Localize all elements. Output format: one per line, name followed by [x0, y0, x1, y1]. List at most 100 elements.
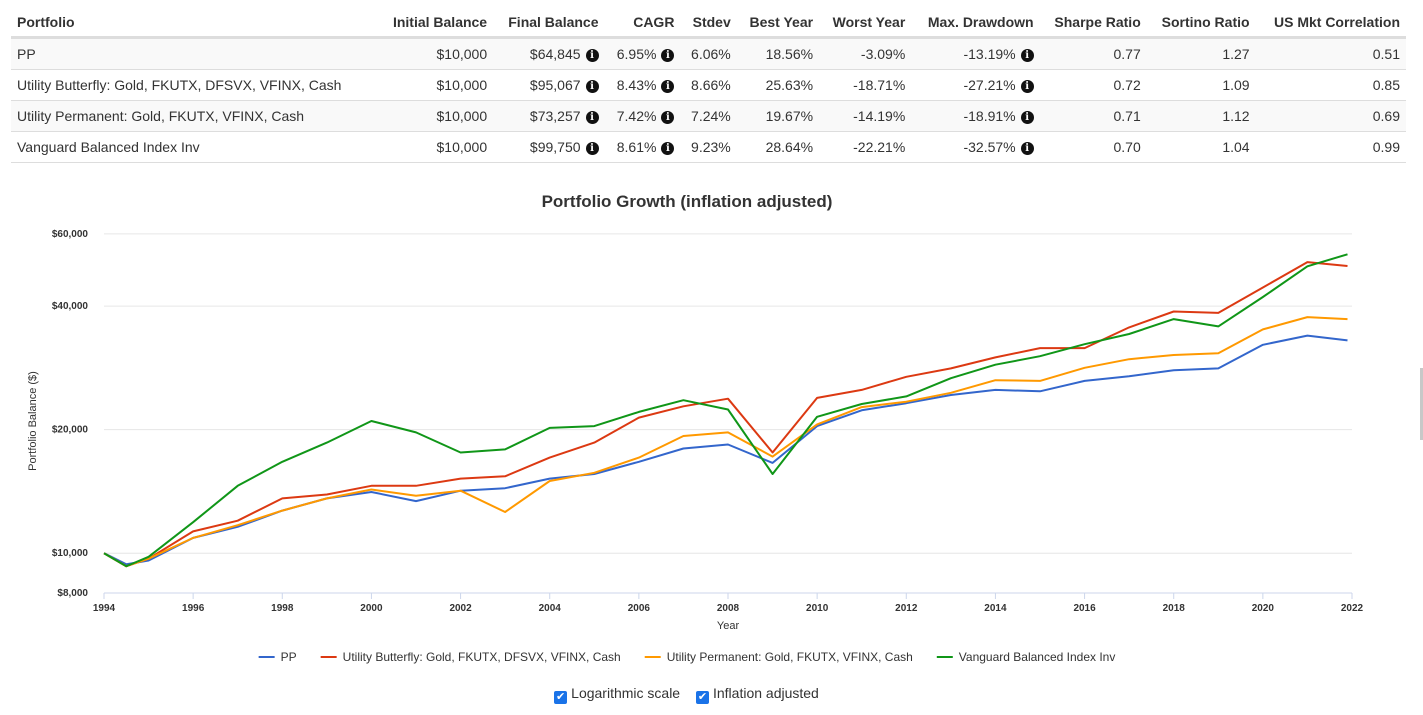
- cell-portfolio: Utility Butterfly: Gold, FKUTX, DFSVX, V…: [11, 69, 378, 101]
- info-icon[interactable]: i: [1020, 111, 1034, 124]
- x-tick-label: 2000: [360, 603, 383, 614]
- cell-final-balance: $64,845 i: [493, 37, 605, 70]
- cell-best-year: 19.67%: [736, 100, 820, 132]
- portfolio-stats-table: Portfolio Initial Balance Final Balance …: [11, 7, 1406, 163]
- x-tick-label: 1998: [271, 603, 294, 614]
- table-row: Vanguard Balanced Index Inv $10,000 $99,…: [11, 131, 1406, 163]
- info-icon[interactable]: i: [1020, 142, 1034, 155]
- info-icon[interactable]: i: [1020, 49, 1034, 62]
- cell-portfolio: Vanguard Balanced Index Inv: [11, 131, 378, 163]
- cell-stdev: 7.24%: [680, 100, 737, 132]
- x-tick-label: 2002: [449, 603, 472, 614]
- y-axis-label: Portfolio Balance ($): [27, 371, 39, 471]
- cell-sortino-ratio: 1.09: [1146, 69, 1256, 101]
- chart-options: ✔ Logarithmic scale ✔ Inflation adjusted: [0, 685, 1373, 704]
- cell-cagr: 6.95% i: [604, 37, 681, 70]
- info-icon[interactable]: i: [661, 80, 675, 93]
- cell-final-balance: $95,067 i: [493, 69, 605, 101]
- grid-lines: [104, 233, 1352, 594]
- cell-stdev: 8.66%: [680, 69, 737, 101]
- cell-worst-year: -22.21%: [819, 131, 912, 163]
- series-lines: [103, 253, 1348, 568]
- cell-sortino-ratio: 1.12: [1146, 100, 1256, 132]
- cell-max-drawdown: -27.21% i: [911, 69, 1040, 101]
- cell-worst-year: -18.71%: [819, 69, 912, 101]
- drawdown-value: -13.19%: [963, 46, 1016, 62]
- col-header-stdev: Stdev: [680, 7, 737, 39]
- y-tick-label: $20,000: [52, 425, 89, 436]
- final-balance-value: $64,845: [529, 46, 581, 62]
- legend-label: Utility Permanent: Gold, FKUTX, VFINX, C…: [667, 650, 913, 664]
- x-tick-label: 2014: [984, 603, 1007, 614]
- cell-worst-year: -14.19%: [819, 100, 912, 132]
- x-tick-label: 1994: [93, 603, 116, 614]
- table-row: PP $10,000 $64,845 i 6.95% i 6.06% 18.56% …: [11, 37, 1406, 70]
- inflation-adjusted-label: Inflation adjusted: [712, 685, 819, 701]
- inflation-adjusted-checkbox[interactable]: ✔ Inflation adjusted: [695, 685, 819, 704]
- y-tick-label: $10,000: [52, 548, 89, 559]
- final-balance-value: $99,750: [529, 139, 581, 155]
- y-tick-label: $8,000: [57, 588, 88, 599]
- cell-max-drawdown: -13.19% i: [911, 37, 1040, 70]
- series-line-0: [103, 334, 1348, 566]
- info-icon[interactable]: i: [661, 49, 675, 62]
- cell-best-year: 25.63%: [736, 69, 820, 101]
- drawdown-value: -18.91%: [963, 108, 1016, 124]
- cagr-value: 8.43%: [616, 77, 657, 93]
- info-icon[interactable]: i: [1020, 80, 1034, 93]
- cagr-value: 7.42%: [616, 108, 657, 124]
- log-scale-checkbox[interactable]: ✔ Logarithmic scale: [554, 685, 680, 704]
- log-scale-label: Logarithmic scale: [571, 685, 681, 701]
- cell-portfolio: Utility Permanent: Gold, FKUTX, VFINX, C…: [11, 100, 378, 132]
- drawdown-value: -27.21%: [963, 77, 1016, 93]
- x-tick-label: 2018: [1163, 603, 1186, 614]
- x-tick-label: 2010: [806, 603, 829, 614]
- cell-sharpe-ratio: 0.72: [1039, 69, 1147, 101]
- cell-best-year: 18.56%: [736, 37, 820, 70]
- cell-us-mkt-correlation: 0.99: [1255, 131, 1406, 163]
- info-icon[interactable]: i: [661, 142, 675, 155]
- table-row: Utility Permanent: Gold, FKUTX, VFINX, C…: [11, 100, 1406, 132]
- info-icon[interactable]: i: [585, 142, 599, 155]
- cell-final-balance: $73,257 i: [493, 100, 605, 132]
- cell-sharpe-ratio: 0.77: [1039, 37, 1147, 70]
- scrollbar-thumb[interactable]: [1420, 368, 1423, 440]
- cell-cagr: 7.42% i: [604, 100, 681, 132]
- cell-stdev: 6.06%: [680, 37, 737, 70]
- table-row: Utility Butterfly: Gold, FKUTX, DFSVX, V…: [11, 69, 1406, 101]
- col-header-final-balance: Final Balance: [493, 7, 605, 39]
- cell-worst-year: -3.09%: [819, 37, 912, 70]
- col-header-us-mkt-correlation: US Mkt Correlation: [1255, 7, 1406, 39]
- x-tick-label: 2016: [1073, 603, 1096, 614]
- cell-initial-balance: $10,000: [377, 100, 494, 132]
- col-header-sharpe-ratio: Sharpe Ratio: [1039, 7, 1147, 39]
- col-header-initial-balance: Initial Balance: [377, 7, 494, 39]
- info-icon[interactable]: i: [661, 111, 675, 124]
- y-tick-label: $60,000: [52, 229, 89, 240]
- cell-sharpe-ratio: 0.70: [1039, 131, 1147, 163]
- final-balance-value: $73,257: [529, 108, 581, 124]
- legend-label: Vanguard Balanced Index Inv: [959, 650, 1116, 664]
- checkbox-checked-icon[interactable]: ✔: [554, 691, 568, 704]
- col-header-sortino-ratio: Sortino Ratio: [1146, 7, 1256, 39]
- cell-initial-balance: $10,000: [377, 69, 494, 101]
- cell-initial-balance: $10,000: [377, 131, 494, 163]
- info-icon[interactable]: i: [585, 49, 599, 62]
- cell-us-mkt-correlation: 0.69: [1255, 100, 1406, 132]
- legend-label: PP: [281, 650, 297, 664]
- chart-legend: PP Utility Butterfly: Gold, FKUTX, DFSVX,…: [258, 650, 1116, 664]
- cell-sortino-ratio: 1.04: [1146, 131, 1256, 163]
- checkbox-checked-icon[interactable]: ✔: [695, 691, 709, 704]
- series-line-1: [103, 261, 1348, 568]
- cell-us-mkt-correlation: 0.85: [1255, 69, 1406, 101]
- x-axis-ticks: 1994 1996 1998 2000 2002 2004 2006 2008 2010 2012…: [93, 592, 1364, 614]
- info-icon[interactable]: i: [585, 111, 599, 124]
- x-tick-label: 2004: [539, 603, 562, 614]
- cell-cagr: 8.43% i: [604, 69, 681, 101]
- cell-max-drawdown: -18.91% i: [911, 100, 1040, 132]
- col-header-cagr: CAGR: [604, 7, 681, 39]
- cell-sortino-ratio: 1.27: [1146, 37, 1256, 70]
- y-tick-label: $40,000: [52, 301, 89, 312]
- info-icon[interactable]: i: [585, 80, 599, 93]
- x-tick-label: 2008: [717, 603, 740, 614]
